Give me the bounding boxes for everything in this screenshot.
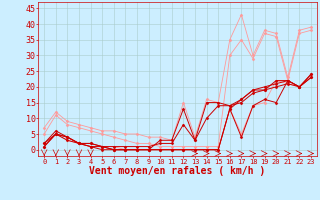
X-axis label: Vent moyen/en rafales ( km/h ): Vent moyen/en rafales ( km/h ) xyxy=(90,166,266,176)
